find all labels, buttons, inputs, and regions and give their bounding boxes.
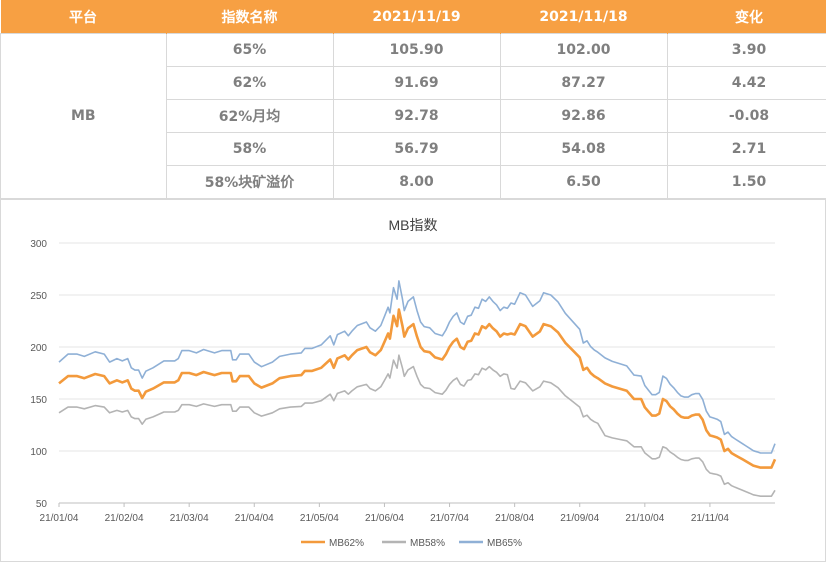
x-tick-label: 21/08/04 (495, 513, 534, 524)
value-date-1: 92.78 (332, 99, 501, 133)
y-tick-label: 300 (30, 239, 47, 250)
series-line-mb62pct (58, 308, 777, 469)
x-tick-label: 21/04/04 (235, 513, 274, 524)
x-tick-label: 21/05/04 (300, 513, 339, 524)
change-value: 1.50 (666, 165, 826, 199)
index-name: 62% (165, 66, 334, 100)
chart-panel: MB指数 300 250 200 150 100 50 21/01/04 21/02/04 2… (0, 199, 826, 562)
change-value: 3.90 (666, 33, 826, 67)
header-platform: 平台 (0, 0, 167, 34)
y-tick-label: 100 (30, 447, 47, 458)
header-change: 变化 (667, 0, 826, 34)
y-tick-label: 250 (30, 291, 47, 302)
series-line-mb58pct (58, 354, 776, 498)
x-tick-label: 21/03/04 (170, 513, 209, 524)
change-value: -0.08 (666, 99, 826, 133)
legend-label: MB65% (487, 538, 522, 549)
legend-label: MB62% (329, 538, 364, 549)
price-table: 平台 指数名称 2021/11/19 2021/11/18 变化 MB 65% … (0, 0, 826, 199)
x-tick-label: 21/06/04 (365, 513, 404, 524)
value-date-1: 56.79 (332, 132, 501, 166)
index-name: 58%块矿溢价 (165, 165, 334, 199)
x-tick-label: 21/11/04 (691, 513, 730, 524)
x-tick-label: 21/07/04 (430, 513, 469, 524)
value-date-1: 8.00 (332, 165, 501, 199)
x-tick-label: 21/01/04 (40, 513, 79, 524)
header-index-name: 指数名称 (166, 0, 334, 34)
y-tick-label: 50 (36, 499, 48, 510)
platform-cell: MB (0, 33, 167, 199)
table-header-row: 平台 指数名称 2021/11/19 2021/11/18 变化 (0, 0, 826, 34)
table-row: 58%块矿溢价 8.00 6.50 1.50 (1, 165, 826, 199)
change-value: 2.71 (666, 132, 826, 166)
x-tick-label: 21/09/04 (560, 513, 599, 524)
y-tick-label: 150 (30, 395, 47, 406)
y-tick-label: 200 (30, 343, 47, 354)
value-date-2: 87.27 (499, 66, 668, 100)
value-date-1: 91.69 (332, 66, 501, 100)
value-date-2: 6.50 (499, 165, 668, 199)
x-tick-label: 21/02/04 (105, 513, 144, 524)
value-date-1: 105.90 (332, 33, 501, 67)
value-date-2: 54.08 (499, 132, 668, 166)
value-date-2: 102.00 (499, 33, 668, 67)
line-chart: MB指数 300 250 200 150 100 50 21/01/04 21/02/04 2… (30, 217, 777, 549)
index-name: 62%月均 (165, 99, 334, 133)
chart-title: MB指数 (389, 217, 438, 233)
header-date-2: 2021/11/18 (500, 0, 668, 34)
value-date-2: 92.86 (499, 99, 668, 133)
table-row: 62% 91.69 87.27 4.42 (1, 66, 826, 100)
series-line-mb65pct (58, 280, 776, 454)
change-value: 4.42 (666, 66, 826, 100)
index-name: 65% (165, 33, 334, 67)
index-name: 58% (165, 132, 334, 166)
table-row: MB 65% 105.90 102.00 3.90 (0, 33, 826, 199)
x-tick-label: 21/10/04 (625, 513, 664, 524)
header-date-1: 2021/11/19 (333, 0, 501, 34)
legend-label: MB58% (410, 538, 445, 549)
